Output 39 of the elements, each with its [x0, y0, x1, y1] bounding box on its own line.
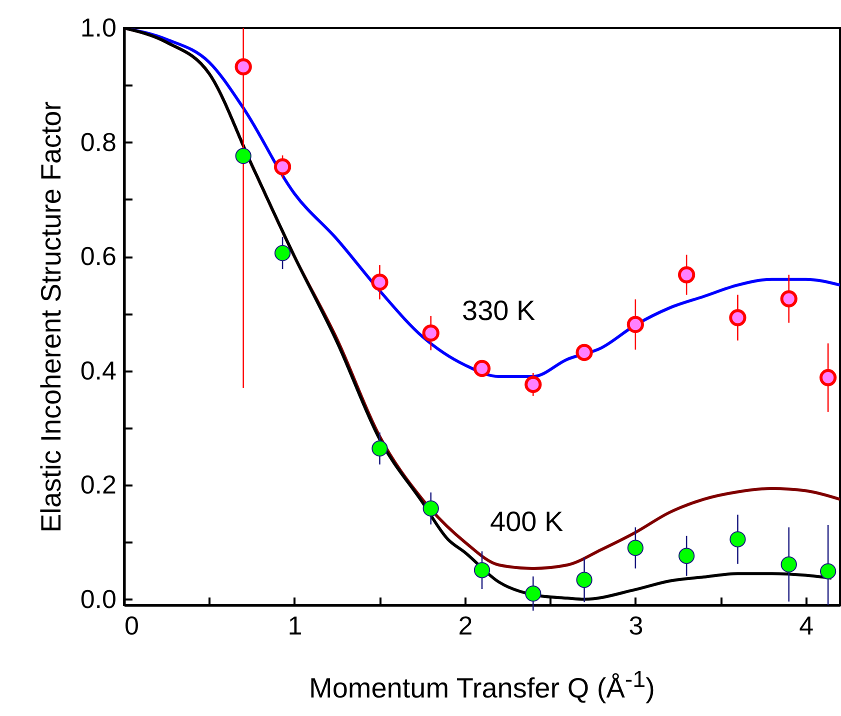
point [474, 562, 490, 578]
point [627, 540, 644, 556]
y-tick-label: 0.8 [80, 126, 116, 157]
x-axis-title: Momentum Transfer Q (Å$^{-1}$) [308, 666, 656, 704]
y-tick-label: 0.6 [80, 241, 116, 272]
point [626, 316, 644, 334]
annotation: 400 K [490, 506, 564, 537]
point [422, 324, 440, 342]
y-tick-label: 0.2 [80, 470, 116, 500]
x-tick-label: 1 [288, 610, 302, 640]
y-tick-label: 1.0 [80, 12, 116, 42]
x-tick-label: 2 [458, 610, 473, 640]
annotation: 330 K [462, 295, 536, 326]
point [678, 548, 695, 564]
x-tick-label: 4 [799, 610, 814, 640]
point [576, 344, 593, 362]
y-tick-label: 0.4 [80, 355, 116, 386]
point [820, 563, 836, 580]
point [780, 556, 797, 573]
point [678, 266, 696, 284]
point [780, 290, 798, 308]
point [372, 440, 388, 457]
point [473, 360, 491, 378]
point [524, 376, 542, 394]
point [576, 572, 592, 588]
point [422, 500, 439, 517]
x-tick-label: 3 [628, 610, 644, 640]
point [729, 309, 746, 326]
y-axis-title: Elastic Incoherent Structure Factor [35, 101, 66, 533]
point [234, 58, 252, 76]
x-tick-label: 0 [124, 610, 139, 640]
point [525, 586, 542, 602]
y-tick-label: 0.0 [80, 584, 116, 614]
point [730, 531, 746, 548]
point [235, 148, 252, 164]
point [819, 369, 837, 386]
point [274, 158, 292, 176]
point [274, 245, 291, 262]
point [371, 274, 388, 291]
